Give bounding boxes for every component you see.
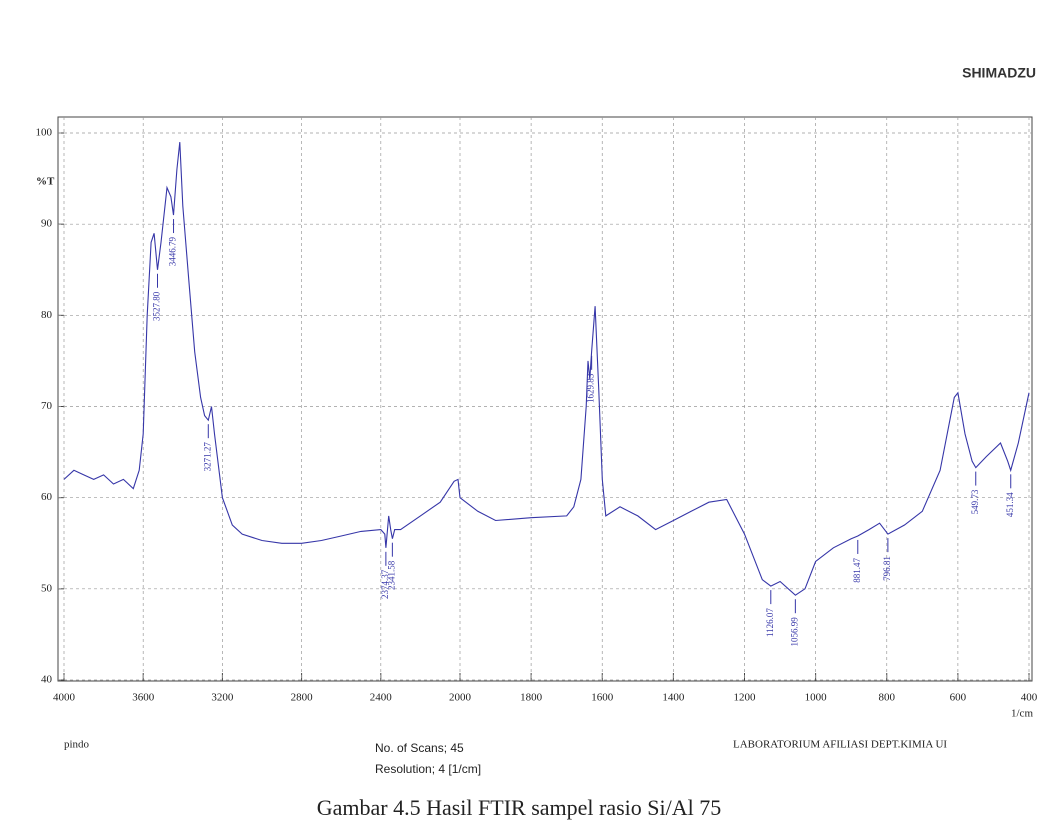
y-tick-label: 100 — [36, 127, 53, 139]
peak-label: 3271.27 — [202, 442, 212, 472]
caption: Gambar 4.5 Hasil FTIR sampel rasio Si/Al… — [317, 795, 722, 820]
y-tick-label: 50 — [41, 582, 53, 594]
footer-lab: LABORATORIUM AFILIASI DEPT.KIMIA UI — [733, 739, 947, 751]
x-tick-label: 2400 — [370, 692, 393, 704]
peak-label: 549.73 — [970, 489, 980, 514]
x-tick-label: 4000 — [53, 692, 76, 704]
peak-label: 881.47 — [852, 557, 862, 582]
peak-label: 2341.58 — [386, 560, 396, 590]
chart: SHIMADZU %T 1/cm pindo No. of Scans; 45 … — [0, 0, 1038, 834]
plot-frame — [58, 117, 1032, 681]
x-tick-label: 800 — [879, 692, 896, 704]
x-tick-label: 400 — [1021, 692, 1038, 704]
x-tick-label: 1400 — [662, 692, 685, 704]
peak-label: 1056.99 — [789, 617, 799, 647]
y-tick-label: 60 — [41, 491, 53, 503]
y-tick-label: 40 — [41, 674, 53, 686]
peak-label: 3527.80 — [152, 291, 162, 321]
footer-left: pindo — [64, 739, 90, 751]
peak-label: 3446.79 — [168, 237, 178, 267]
x-tick-label: 600 — [950, 692, 967, 704]
x-tick-label: 1600 — [591, 692, 614, 704]
x-tick-label: 3600 — [132, 692, 155, 704]
x-tick-label: 1800 — [520, 692, 543, 704]
spectrum-line — [64, 142, 1029, 595]
peak-label: 796.81 — [882, 556, 892, 581]
footer-scans: No. of Scans; 45 — [375, 741, 464, 755]
x-tick-label: 2800 — [291, 692, 314, 704]
x-tick-label: 3200 — [211, 692, 234, 704]
x-tick-label: 1000 — [805, 692, 828, 704]
y-axis-label: %T — [36, 176, 55, 188]
peak-label: 1629.83 — [586, 373, 596, 403]
x-tick-label: 1200 — [734, 692, 757, 704]
footer-resolution: Resolution; 4 [1/cm] — [375, 762, 481, 776]
peak-label: 451.34 — [1005, 492, 1015, 517]
y-tick-label: 90 — [41, 218, 53, 230]
y-tick-label: 80 — [41, 309, 53, 321]
brand: SHIMADZU — [962, 65, 1036, 81]
x-tick-label: 2000 — [449, 692, 472, 704]
peak-label: 1126.07 — [765, 608, 775, 637]
x-axis-label: 1/cm — [1011, 708, 1033, 720]
y-tick-label: 70 — [41, 400, 53, 412]
